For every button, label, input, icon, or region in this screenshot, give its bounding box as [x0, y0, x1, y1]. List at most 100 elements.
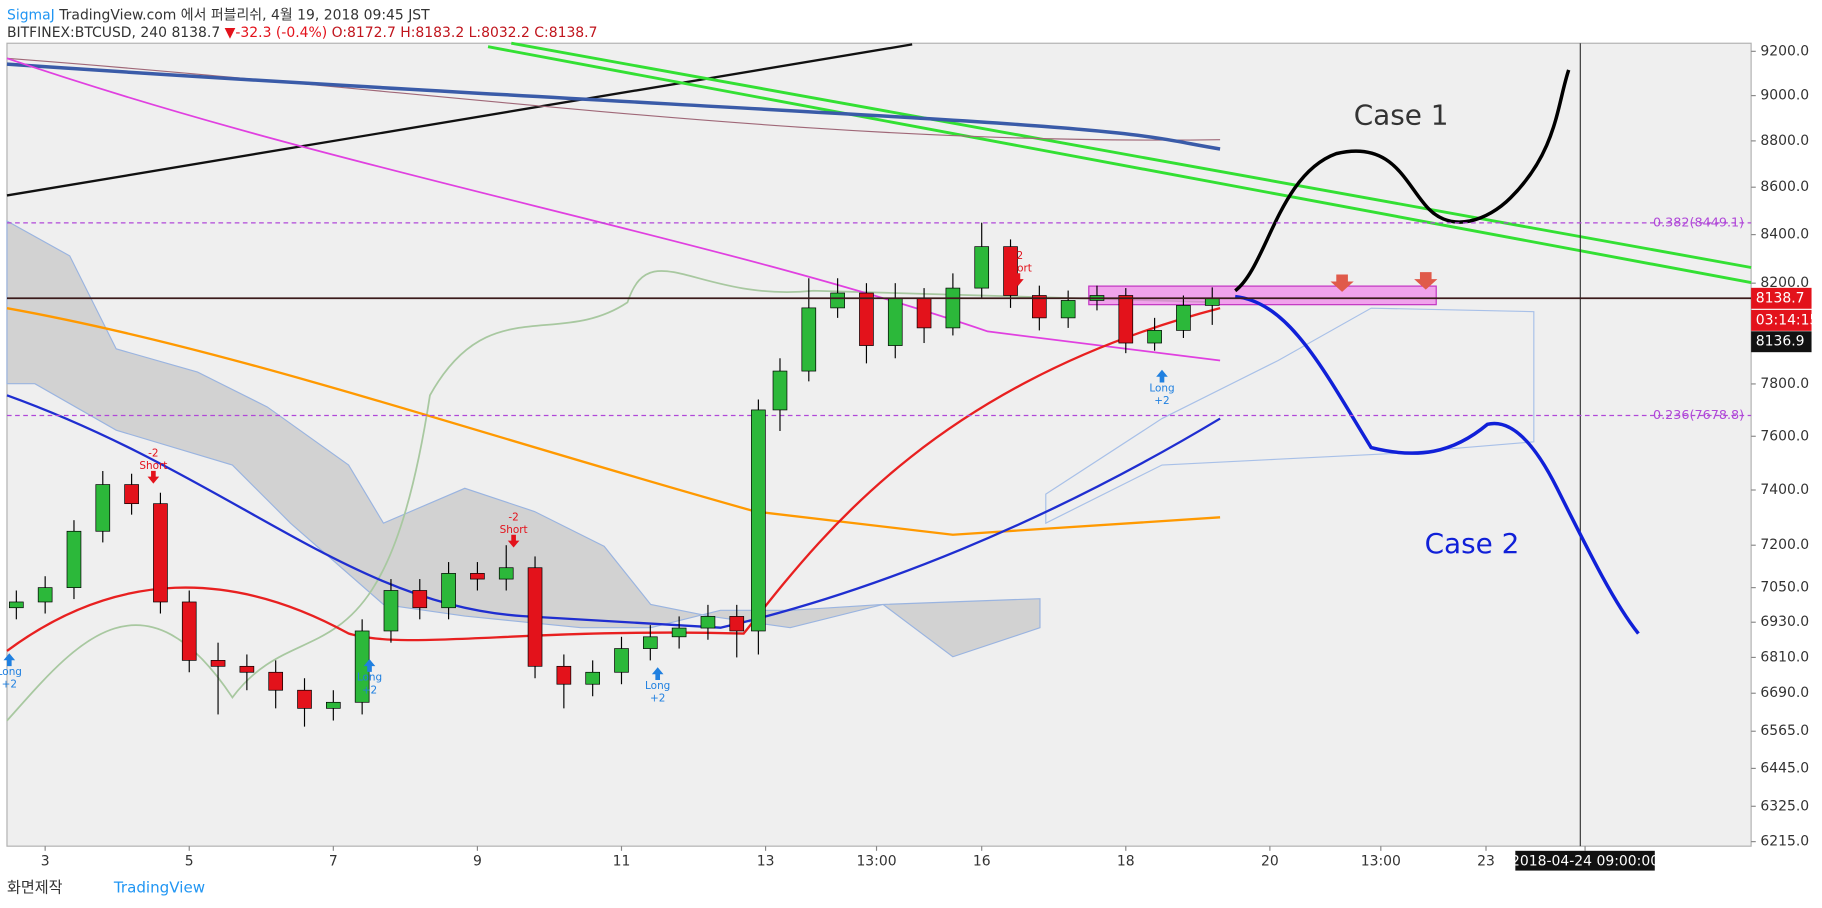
x-tick-label: 5: [185, 853, 194, 869]
candle-body: [585, 671, 600, 685]
signal-label: Short: [1004, 263, 1032, 275]
candle-body: [887, 297, 903, 346]
countdown-tag: [1751, 309, 1812, 331]
candle-body: [974, 246, 990, 289]
candle-body: [671, 627, 687, 638]
countdown-label: 03:14:15: [1756, 312, 1819, 328]
signal-label: Short: [139, 460, 167, 472]
annotation: Case 2: [1425, 527, 1520, 560]
symbol: BITFINEX:BTCUSD, 240: [7, 25, 167, 41]
change: -32.3 (-0.4%): [235, 25, 327, 41]
candle-body: [1060, 300, 1076, 319]
channel-line: [487, 41, 1752, 285]
candle-body: [527, 567, 543, 667]
candle-body: [470, 573, 485, 580]
cloud: [6, 220, 1041, 658]
candle-body: [412, 590, 428, 609]
y-tick-label: 7800.0: [1760, 376, 1809, 392]
candle-body: [916, 297, 932, 329]
case2-path: [1235, 294, 1640, 635]
x-tick-label: 13: [757, 853, 775, 869]
x-tick-label: 9: [473, 853, 482, 869]
candle-body: [830, 292, 845, 309]
candle-body: [1032, 295, 1047, 319]
signal-label: +2: [362, 684, 377, 696]
signal-arrow: [147, 470, 160, 484]
candle-body: [181, 601, 197, 661]
candle-body: [556, 665, 572, 685]
footer-credit: 화면제작: [7, 879, 63, 897]
y-tick-label: 6325.0: [1760, 798, 1809, 814]
y-tick-label: 6930.0: [1760, 614, 1809, 630]
y-tick-label: 8800.0: [1760, 133, 1809, 149]
ohlc: O:8172.7 H:8183.2 L:8032.2 C:8138.7: [332, 25, 598, 41]
candle-body: [1204, 297, 1220, 306]
signal-arrow: [363, 659, 376, 672]
candle-body: [642, 636, 658, 649]
signal-label: +2: [1154, 395, 1169, 407]
candle-body: [210, 660, 226, 667]
ma-orange: [6, 307, 1221, 536]
x-tick-label: 13:00: [1361, 853, 1401, 869]
x-tick-label: 23: [1477, 853, 1495, 869]
candle-body: [1147, 330, 1162, 344]
signal-label: +2: [650, 693, 665, 705]
y-tick-label: 7600.0: [1760, 428, 1809, 444]
signal-arrow: [1156, 369, 1168, 383]
ma-200: [6, 62, 1221, 151]
symbol-line: BITFINEX:BTCUSD, 240 8138.7 ▼-32.3 (-0.4…: [7, 25, 598, 41]
signal-arrow: [1012, 273, 1024, 287]
y-tick-label: 6565.0: [1760, 723, 1809, 739]
candle-body: [729, 616, 745, 632]
candle-body: [614, 648, 629, 673]
y-tick-label: 7400.0: [1760, 482, 1809, 498]
signal-label: -2: [148, 447, 158, 459]
candle-body: [95, 484, 111, 532]
annotation: Case 1: [1354, 98, 1449, 131]
x-tick-label: 7: [329, 853, 338, 869]
y-tick-label: 8600.0: [1760, 179, 1809, 195]
y-tick-label: 6690.0: [1760, 685, 1809, 701]
x-tick-label: 20: [1261, 853, 1279, 869]
x-tick-label: 2018-04-24 09:00:00: [1511, 853, 1659, 869]
y-tick-label: 9000.0: [1760, 88, 1809, 104]
header-line: SigmaJ TradingView.com 에서 퍼블리쉬, 4월 19, 2…: [7, 7, 430, 23]
candle-body: [1176, 305, 1191, 331]
candle-body: [268, 671, 284, 691]
signal-arrow: [3, 653, 16, 667]
arrow: ▼: [225, 25, 236, 41]
ma-blue: [6, 394, 1221, 629]
bid-label: 8136.9: [1756, 334, 1805, 350]
trend-line: [6, 43, 913, 197]
candle-body: [498, 567, 514, 580]
candle-body: [9, 601, 24, 609]
footer-brand: TradingView: [113, 879, 205, 897]
fib-label: 0.236(7678.8): [1653, 408, 1744, 423]
fib-label: 0.382(8449.1): [1653, 215, 1744, 230]
price-tag-label: 8138.7: [1756, 290, 1805, 306]
y-tick-label: 9200.0: [1760, 43, 1809, 59]
candle-body: [441, 573, 456, 609]
y-tick-label: 8400.0: [1760, 227, 1809, 243]
candle-body: [859, 292, 874, 346]
candle-body: [383, 590, 399, 632]
candle-body: [37, 587, 53, 603]
y-tick-label: 6215.0: [1760, 834, 1809, 850]
y-tick-label: 8200.0: [1760, 275, 1809, 291]
candle-body: [66, 530, 82, 588]
last: 8138.7: [171, 25, 220, 41]
x-tick-box: [1515, 850, 1655, 871]
y-tick-label: 7050.0: [1760, 580, 1809, 596]
x-tick-label: 18: [1117, 853, 1135, 869]
ma-long: [6, 57, 1221, 141]
x-tick-label: 11: [613, 853, 631, 869]
candle-body: [1003, 246, 1018, 296]
candle-body: [153, 503, 168, 603]
candle-body: [124, 484, 139, 505]
arrow-icon: [1330, 272, 1438, 292]
lagging-span: [6, 270, 1221, 722]
signal-arrow: [651, 667, 664, 681]
signal-label: Short: [500, 524, 528, 536]
published: TradingView.com 에서 퍼블리쉬, 4월 19, 2018 09:…: [58, 7, 430, 23]
